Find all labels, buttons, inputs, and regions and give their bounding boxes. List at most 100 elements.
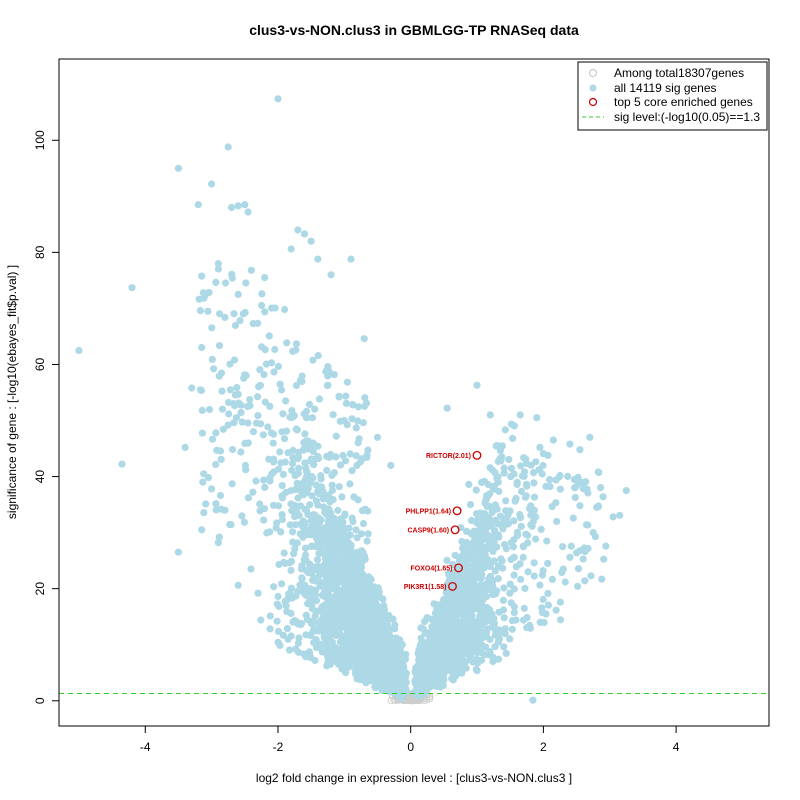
sig-gene-point	[306, 501, 314, 509]
sig-gene-point	[204, 307, 212, 315]
sig-gene-point	[328, 563, 336, 572]
sig-gene-point	[367, 575, 375, 584]
sig-gene-point	[301, 551, 310, 559]
sig-gene-point	[269, 439, 277, 447]
sig-gene-point	[274, 95, 282, 103]
sig-gene-point	[527, 461, 535, 469]
sig-gene-point	[453, 572, 461, 580]
sig-gene-point	[313, 556, 322, 564]
sig-gene-point	[539, 450, 548, 458]
sig-gene-point	[375, 661, 383, 669]
sig-gene-point	[284, 635, 292, 643]
sig-gene-point	[521, 584, 529, 593]
y-tick-label: 80	[33, 245, 47, 259]
sig-gene-point	[395, 672, 403, 680]
sig-gene-point	[430, 661, 438, 669]
sig-gene-point	[333, 586, 341, 594]
sig-gene-point	[581, 577, 589, 585]
sig-gene-point	[508, 617, 516, 625]
sig-gene-point	[276, 380, 284, 388]
sig-gene-point	[520, 468, 529, 476]
sig-gene-point	[274, 362, 282, 370]
sig-gene-point	[352, 424, 360, 432]
sig-gene-point	[502, 497, 510, 505]
y-tick-label: 60	[33, 357, 47, 371]
sig-gene-point	[287, 245, 295, 253]
sig-gene-point	[472, 486, 480, 494]
sig-gene-point	[420, 681, 428, 689]
top-gene-marker	[448, 581, 457, 591]
sig-gene-point	[225, 410, 233, 418]
sig-gene-point	[566, 553, 574, 561]
sig-gene-point	[217, 455, 225, 463]
sig-gene-point	[574, 582, 582, 590]
sig-gene-point	[570, 475, 579, 484]
data-points	[75, 95, 630, 705]
sig-gene-point	[436, 668, 444, 676]
sig-gene-point	[346, 450, 354, 458]
sig-gene-point	[214, 539, 222, 547]
sig-gene-point	[512, 563, 521, 571]
sig-gene-point	[500, 469, 508, 477]
sig-gene-point	[326, 612, 334, 620]
sig-gene-point	[539, 595, 547, 604]
sig-gene-point	[292, 340, 301, 348]
x-tick-label: -4	[140, 740, 151, 754]
sig-gene-point	[576, 477, 584, 485]
sig-gene-point	[468, 635, 476, 643]
sig-gene-point	[489, 547, 497, 556]
sig-gene-point	[458, 568, 466, 576]
sig-gene-point	[262, 360, 270, 368]
sig-gene-point	[335, 392, 343, 400]
chart-title: clus3-vs-NON.clus3 in GBMLGG-TP RNASeq d…	[249, 22, 579, 38]
sig-gene-point	[274, 627, 283, 636]
sig-gene-point	[589, 529, 597, 537]
sig-gene-point	[265, 332, 273, 340]
sig-gene-point	[198, 429, 206, 437]
sig-gene-point	[378, 628, 386, 636]
sig-gene-point	[291, 521, 299, 529]
sig-gene-point	[341, 644, 349, 652]
sig-gene-point	[364, 592, 372, 600]
sig-gene-point	[261, 398, 269, 406]
sig-gene-point	[239, 310, 247, 318]
sig-gene-point	[312, 597, 321, 605]
sig-gene-point	[224, 143, 232, 151]
sig-gene-point	[381, 682, 389, 690]
sig-gene-point	[520, 604, 528, 612]
sig-gene-point	[510, 470, 518, 478]
sig-gene-point	[261, 274, 269, 282]
sig-gene-point	[254, 393, 262, 401]
sig-gene-point	[314, 626, 322, 634]
sig-gene-point	[273, 617, 281, 625]
sig-gene-point	[282, 397, 290, 405]
sig-gene-point	[500, 584, 508, 592]
sig-gene-point	[221, 506, 229, 514]
sig-gene-point	[573, 549, 581, 557]
sig-gene-point	[582, 521, 591, 529]
sig-gene-point	[374, 649, 382, 658]
sig-gene-point	[469, 589, 477, 598]
top-gene-marker	[450, 525, 460, 535]
sig-gene-point	[336, 620, 344, 628]
sig-gene-point	[238, 512, 246, 520]
sig-gene-point	[361, 677, 370, 685]
sig-gene-point	[270, 583, 278, 591]
sig-gene-point	[327, 509, 335, 518]
sig-gene-point	[355, 435, 363, 443]
sig-gene-point	[328, 577, 336, 585]
sig-gene-point	[261, 308, 269, 316]
sig-gene-point	[442, 667, 450, 675]
sig-gene-point	[506, 635, 514, 643]
sig-gene-point	[500, 606, 508, 614]
sig-gene-point	[530, 559, 538, 567]
sig-gene-point	[276, 641, 284, 650]
sig-gene-point	[235, 399, 243, 407]
sig-gene-point	[75, 346, 83, 355]
sig-gene-point	[523, 482, 531, 490]
sig-gene-point	[254, 589, 262, 597]
sig-gene-point	[334, 506, 342, 515]
sig-gene-point	[298, 575, 306, 583]
sig-gene-point	[359, 419, 367, 427]
